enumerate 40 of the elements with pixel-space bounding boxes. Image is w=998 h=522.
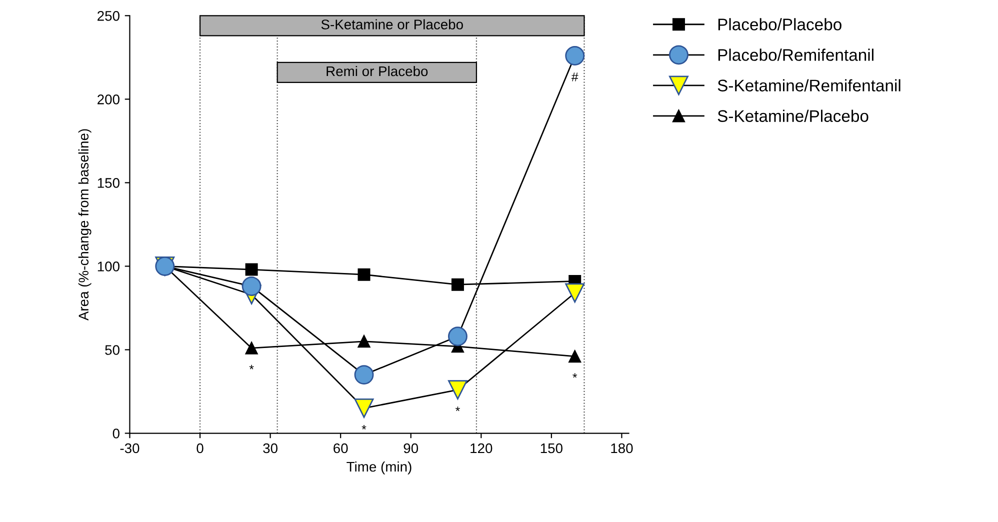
annotation: # [571, 72, 578, 82]
point [242, 276, 262, 296]
y-tick-label: 250 [98, 10, 120, 21]
annotation: * [455, 406, 460, 412]
x-tick-label: 150 [540, 443, 562, 454]
y-tick-label: 150 [98, 178, 120, 188]
band-label: S-Ketamine or Placebo [321, 19, 463, 30]
x-tick-label: 60 [334, 443, 348, 454]
legend-label: Placebo/Remifentanil [718, 48, 874, 61]
legend-label: S-Ketamine/Placebo [718, 110, 868, 122]
y-tick-label: 100 [98, 262, 120, 272]
x-tick-label: -30 [120, 443, 140, 454]
y-tick-label: 0 [112, 428, 120, 438]
x-tick-label: 180 [611, 443, 633, 454]
legend-label: Placebo/Placebo [718, 18, 842, 30]
annotation: * [249, 364, 254, 370]
y-tick-label: 50 [105, 345, 120, 355]
x-tick-label: 120 [470, 443, 492, 454]
point [565, 46, 585, 66]
x-tick-label: 30 [263, 443, 278, 454]
point [245, 263, 258, 276]
point [245, 342, 258, 354]
point [448, 380, 468, 400]
point [354, 365, 374, 385]
point [568, 350, 582, 363]
annotation: * [572, 373, 578, 378]
point [451, 278, 464, 291]
band-label: Remi or Placebo [326, 66, 428, 76]
point [358, 268, 370, 281]
y-axis-title: Area (%-change from baseline) [78, 129, 92, 321]
x-tick-label: 0 [196, 443, 204, 454]
point [358, 335, 370, 348]
x-tick-label: 90 [404, 443, 418, 454]
x-axis-title: Time (min) [346, 461, 412, 474]
y-tick-label: 200 [98, 94, 120, 104]
annotation: * [362, 425, 366, 430]
point [354, 398, 374, 418]
legend-label: S-Ketamine/Remifentanil [718, 79, 900, 92]
point [565, 283, 585, 303]
point [448, 326, 468, 346]
